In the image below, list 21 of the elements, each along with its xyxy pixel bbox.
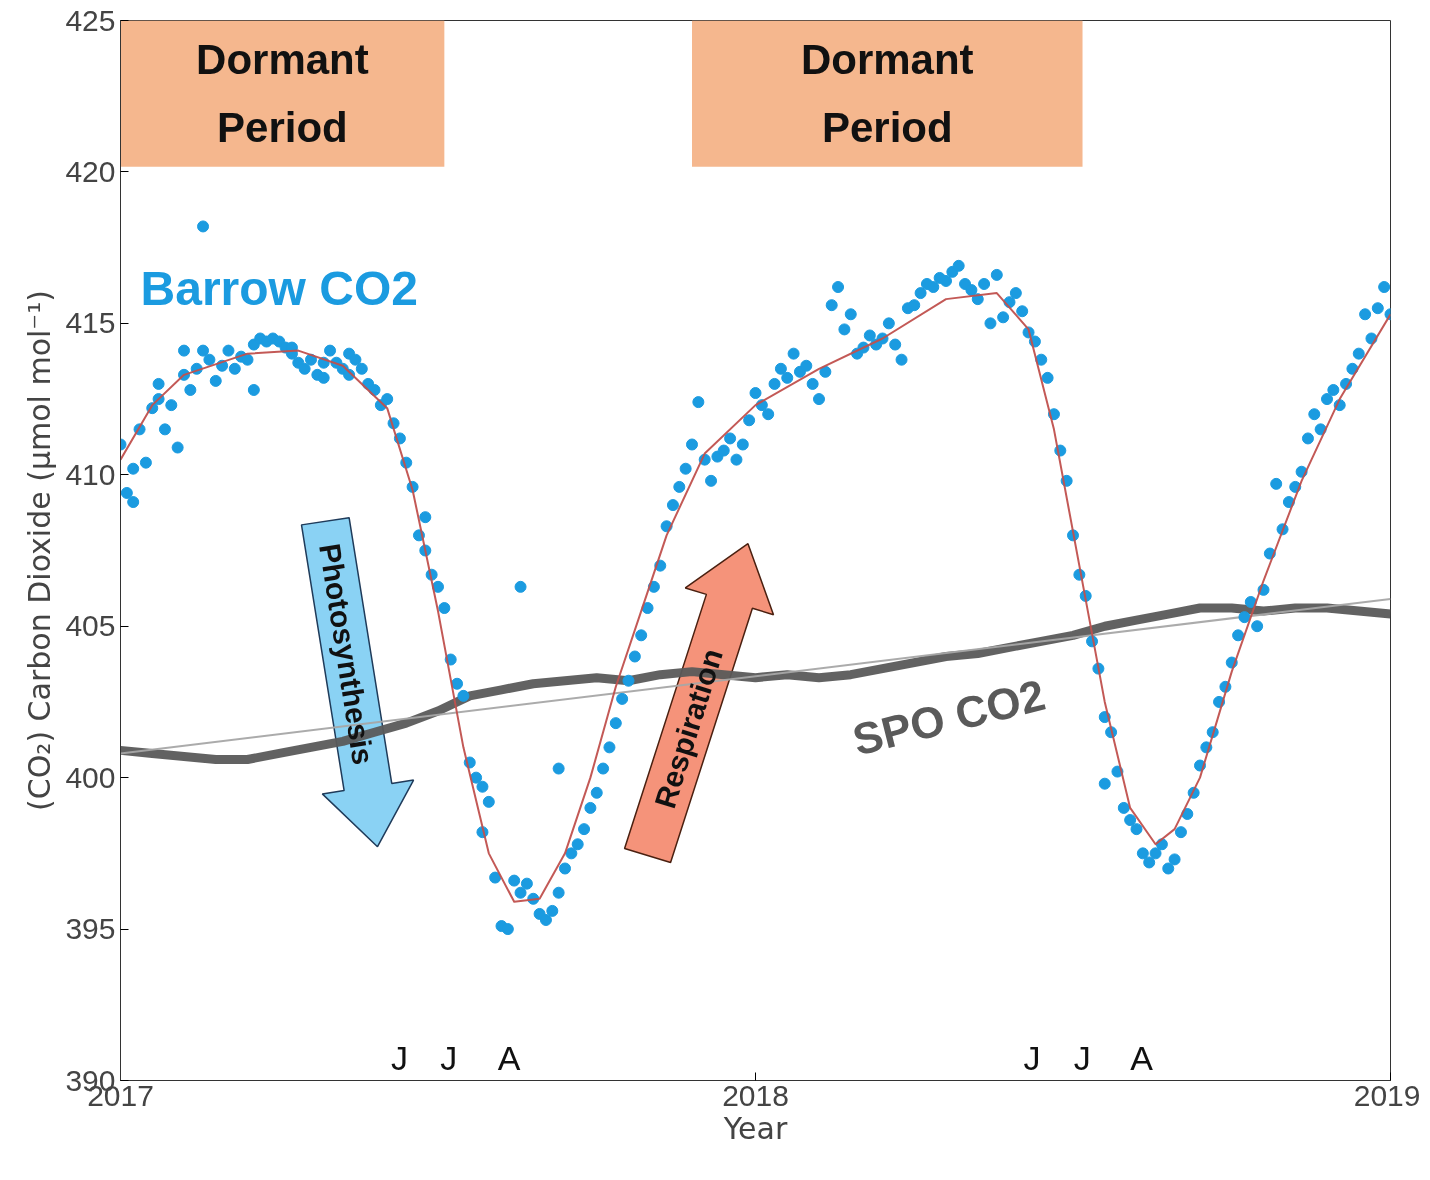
- y-tick-label: 420: [65, 154, 116, 188]
- x-tick-label: 2018: [722, 1078, 789, 1112]
- band-label: Dormant Period: [800, 35, 974, 152]
- annotation: J: [440, 1039, 458, 1078]
- annotation: J: [391, 1039, 409, 1078]
- series-label: Barrow CO2: [140, 261, 418, 315]
- text: SPO CO2: [847, 669, 1050, 765]
- y-tick-label: 400: [65, 760, 116, 794]
- y-axis-title: (CO₂) Carbon Dioxide (μmol mol⁻¹): [22, 290, 58, 811]
- band-label: Dormant Period: [196, 35, 369, 152]
- annotation: J: [1073, 1039, 1091, 1078]
- annotation: A: [497, 1039, 521, 1078]
- y-tick-label: 405: [65, 609, 116, 643]
- y-tick-label: 395: [65, 912, 116, 946]
- x-tick-label: 2019: [1353, 1078, 1421, 1112]
- annotation: J: [1023, 1039, 1041, 1078]
- y-tick-label: 415: [65, 306, 116, 340]
- y-tick-label: 410: [65, 457, 116, 491]
- x-axis-title: Year: [722, 1110, 788, 1146]
- annotation: A: [1130, 1039, 1154, 1078]
- y-tick-label: 425: [65, 3, 116, 37]
